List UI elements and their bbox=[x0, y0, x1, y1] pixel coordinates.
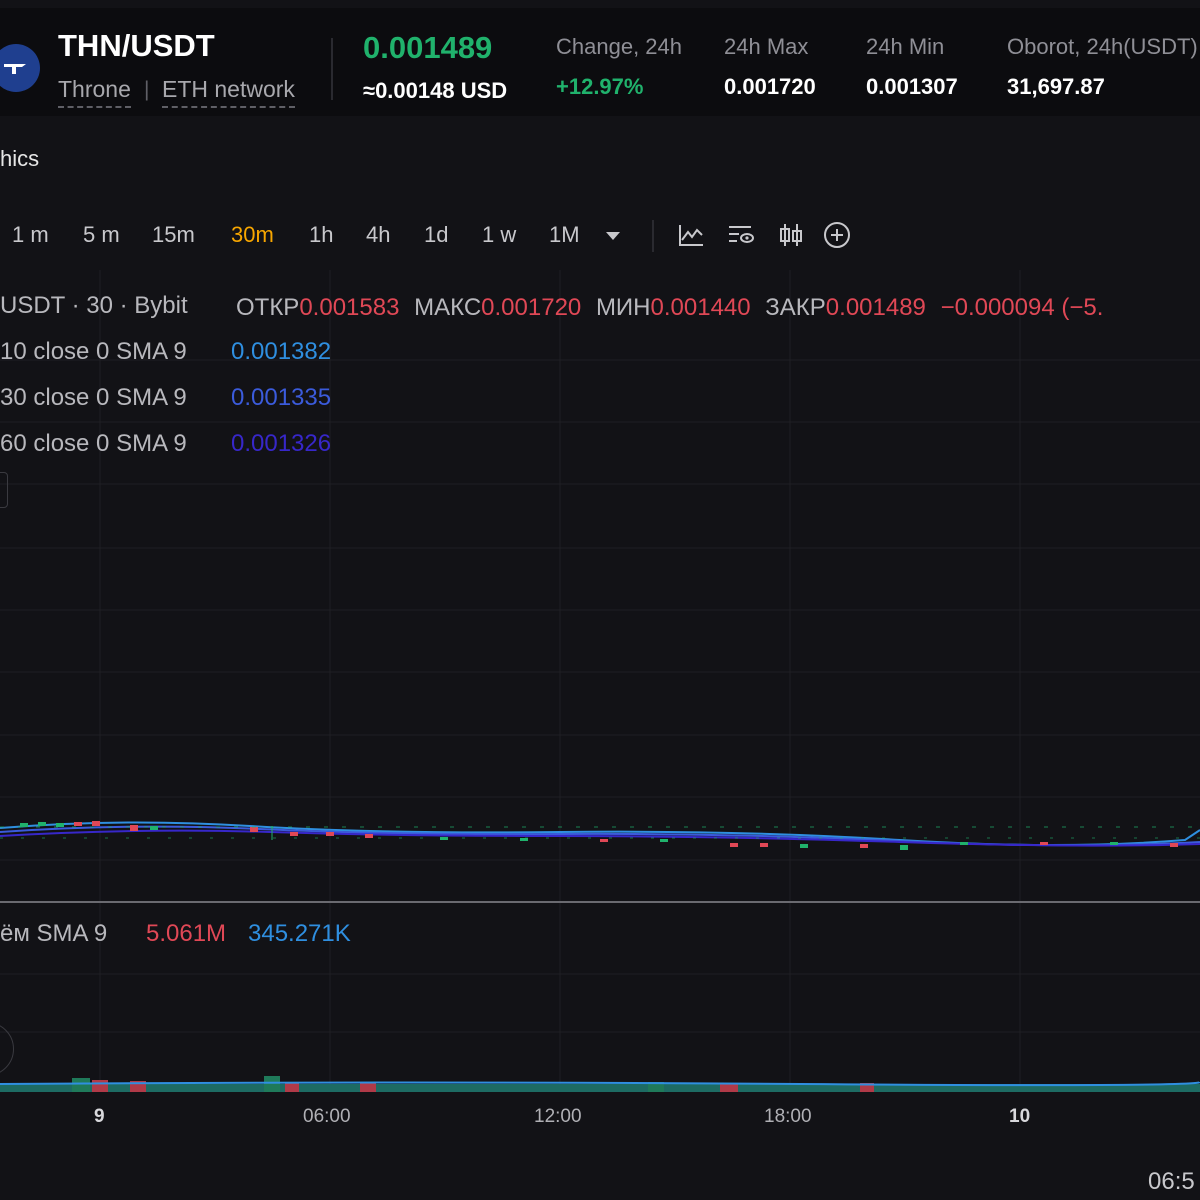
price-chart[interactable] bbox=[0, 270, 1200, 1140]
sma-lines bbox=[0, 821, 1200, 847]
max-24h-label: 24h Max bbox=[724, 34, 809, 59]
sma-30-value: 0.001335 bbox=[231, 384, 332, 411]
timeframe-1h[interactable]: 1h bbox=[309, 222, 334, 247]
dropdown-arrow-icon[interactable] bbox=[601, 226, 625, 246]
change-24h-value: +12.97% bbox=[556, 74, 644, 99]
min-24h-value: 0.001307 bbox=[866, 74, 958, 99]
separator: | bbox=[144, 78, 150, 101]
x-label-10: 10 bbox=[1009, 1106, 1031, 1127]
change-24h-label: Change, 24h bbox=[556, 34, 682, 59]
turnover-24h-value: 31,697.87 bbox=[1007, 74, 1105, 99]
turnover-24h-label: Oborot, 24h(USDT) bbox=[1007, 34, 1198, 59]
volume-sma-value: 345.271K bbox=[248, 920, 351, 947]
header-divider bbox=[331, 38, 333, 100]
low-value: 0.001440 bbox=[650, 294, 751, 321]
sma-60-value: 0.001326 bbox=[231, 430, 332, 457]
x-label-0600: 06:00 bbox=[303, 1106, 351, 1127]
clock: 06:5 bbox=[1148, 1168, 1195, 1195]
high-label: МАКС bbox=[414, 294, 482, 321]
candlestick-type-icon[interactable] bbox=[777, 221, 805, 249]
sma-10-label[interactable]: 10 close 0 SMA 9 bbox=[0, 338, 187, 365]
close-value: 0.001489 bbox=[825, 294, 926, 321]
add-icon[interactable] bbox=[823, 221, 851, 249]
sma-10-value: 0.001382 bbox=[231, 338, 332, 365]
throne-logo-icon bbox=[0, 44, 40, 92]
indicators-icon[interactable] bbox=[677, 221, 705, 249]
timeframe-1m[interactable]: 1 m bbox=[12, 222, 49, 247]
ticker-header: THN/USDT Throne | ETH network 0.001489 ≈… bbox=[0, 8, 1200, 116]
min-24h-label: 24h Min bbox=[866, 34, 945, 59]
last-price: 0.001489 bbox=[363, 30, 493, 65]
collapse-legend-button[interactable] bbox=[0, 472, 8, 508]
max-24h-value: 0.001720 bbox=[724, 74, 816, 99]
toolbar-divider bbox=[652, 220, 654, 252]
change-value: −0.000094 (−5. bbox=[940, 294, 1104, 321]
timeframe-1w[interactable]: 1 w bbox=[482, 222, 517, 247]
sma-30-label[interactable]: 30 close 0 SMA 9 bbox=[0, 384, 187, 411]
low-label: МИН bbox=[595, 294, 651, 321]
ohlc-row: ОТКР0.001583 МАКС0.001720 МИН0.001440 ЗА… bbox=[236, 294, 1103, 322]
timeframe-4h[interactable]: 4h bbox=[366, 222, 391, 247]
x-label-9: 9 bbox=[94, 1106, 105, 1127]
high-value: 0.001720 bbox=[481, 294, 582, 321]
volume-value: 5.061M bbox=[146, 920, 227, 947]
timeframe-15m[interactable]: 15m bbox=[152, 222, 195, 247]
sma-60-line bbox=[0, 829, 1200, 847]
close-label: ЗАКР bbox=[765, 294, 826, 321]
timeframe-1M[interactable]: 1M bbox=[549, 222, 580, 247]
timeframe-1d[interactable]: 1d bbox=[424, 222, 449, 247]
symbol-line: USDT · 30 · Bybit bbox=[0, 292, 188, 319]
token-name-link[interactable]: Throne bbox=[58, 76, 131, 108]
pair-title[interactable]: THN/USDT bbox=[58, 28, 215, 63]
volume-bars bbox=[0, 1076, 1200, 1092]
usd-price: ≈0.00148 USD bbox=[363, 78, 508, 103]
timeframe-5m[interactable]: 5 m bbox=[83, 222, 120, 247]
chart-settings-icon[interactable] bbox=[727, 221, 755, 249]
volume-label[interactable]: ём SMA 9 bbox=[0, 920, 108, 947]
open-label: ОТКР bbox=[236, 294, 300, 321]
network-link[interactable]: ETH network bbox=[162, 76, 295, 108]
x-label-1200: 12:00 bbox=[534, 1106, 582, 1127]
sma-60-label[interactable]: 60 close 0 SMA 9 bbox=[0, 430, 187, 457]
chart-grid bbox=[0, 270, 1200, 1090]
x-label-1800: 18:00 bbox=[764, 1106, 812, 1127]
candles bbox=[0, 821, 1200, 850]
timeframe-30m[interactable]: 30m bbox=[231, 222, 274, 247]
open-value: 0.001583 bbox=[299, 294, 400, 321]
chart-tab-title[interactable]: hics bbox=[0, 146, 40, 171]
